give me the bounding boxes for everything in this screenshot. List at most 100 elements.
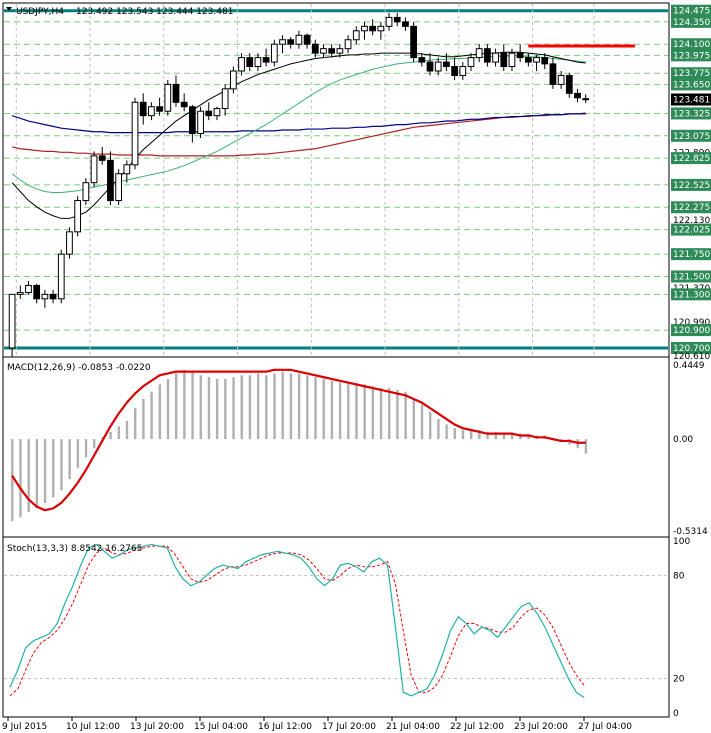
candle-body	[393, 16, 401, 23]
candle	[500, 44, 508, 72]
stoch-tick-label: 20	[673, 675, 685, 685]
candle-body	[377, 25, 385, 32]
price-tick: 122.025	[671, 223, 711, 236]
price-tick-label: 123.650	[673, 80, 710, 90]
dropdown-arrow-icon[interactable]	[6, 7, 12, 11]
candle	[549, 57, 557, 89]
candle-body	[107, 159, 114, 202]
candle	[164, 79, 172, 116]
candle-body	[508, 52, 516, 68]
price-tick-label: 122.275	[673, 203, 710, 213]
candle	[107, 151, 114, 206]
candle-body	[262, 57, 270, 63]
candle	[361, 21, 368, 40]
candle	[410, 21, 417, 63]
time-tick-label: 27 Jul 04:00	[578, 722, 632, 732]
candle-body	[131, 101, 139, 166]
macd-label: MACD(12,26,9) -0.0853 -0.0220	[7, 363, 151, 373]
candle	[451, 57, 458, 80]
price-tick-label: 121.500	[673, 272, 710, 282]
candle-body	[180, 101, 188, 108]
ma-slow-red-line	[11, 112, 586, 157]
macd-panel: 0.4449 0.00 -0.5314	[11, 361, 708, 537]
candle	[57, 249, 65, 304]
price-tick: 124.475	[671, 4, 711, 17]
level-tag	[671, 129, 711, 142]
level-tag	[671, 270, 711, 283]
price-tick-label: 123.975	[673, 51, 710, 61]
price-tick: 124.350	[671, 15, 711, 28]
candle	[475, 44, 483, 63]
candle-body	[213, 108, 221, 117]
price-tick-label: 121.750	[673, 250, 710, 260]
price-tick: 120.610	[673, 352, 710, 362]
macd-histogram-bar	[199, 375, 202, 440]
stoch-tick-label: 0	[673, 709, 679, 719]
time-tick-label: 22 Jul 12:00	[450, 722, 504, 732]
macd-histogram-bar	[174, 373, 178, 440]
level-tag	[671, 248, 711, 261]
candle-body	[98, 155, 106, 161]
candle-body	[156, 106, 163, 112]
macd-histogram-bar	[404, 391, 407, 440]
candle	[565, 72, 573, 98]
candle-body	[402, 21, 409, 27]
price-tick-label: 122.130	[673, 216, 710, 226]
candle	[49, 289, 57, 304]
price-tick: 122.130	[673, 216, 710, 226]
current-price-tag	[671, 93, 711, 106]
time-axis: 9 Jul 2015 10 Jul 12:00 13 Jul 20:00 15 Jul…	[2, 717, 632, 732]
candle	[8, 293, 16, 357]
price-tick-label: 124.475	[673, 7, 710, 17]
macd-histogram-bar	[453, 428, 456, 440]
candle	[74, 196, 82, 237]
ma-slow-blue-line	[11, 113, 586, 134]
macd-histogram-bar	[502, 433, 506, 440]
level-tag	[671, 38, 711, 51]
level-tag	[671, 67, 711, 80]
candle	[385, 12, 393, 31]
candle	[369, 19, 377, 36]
candle	[90, 151, 98, 188]
candle	[180, 93, 188, 112]
level-tag	[671, 49, 711, 62]
level-tag	[671, 152, 711, 165]
candle-body	[533, 57, 540, 63]
price-tick-label: 120.990	[673, 318, 710, 328]
macd-histogram-bar	[43, 439, 47, 503]
price-tick-label: 123.775	[673, 69, 710, 79]
macd-histogram-bar	[76, 439, 80, 469]
candle	[172, 75, 180, 107]
price-tick: 123.650	[671, 78, 711, 91]
candle-body	[205, 110, 213, 117]
price-tick-label: 123.325	[673, 109, 710, 119]
candle	[303, 33, 311, 49]
candle-body	[279, 39, 286, 45]
macd-histogram-bar	[19, 439, 22, 518]
ohlc-label: 123.492 123.543 123.444 123.481	[76, 7, 233, 17]
macd-histogram-bar	[396, 389, 399, 440]
candle-body	[115, 173, 122, 202]
macd-histogram-bar	[429, 411, 432, 440]
candles	[8, 12, 590, 357]
candle-body	[41, 293, 49, 300]
macd-histogram-bar	[248, 375, 252, 440]
candle-body	[549, 63, 557, 85]
candle-body	[582, 98, 590, 101]
candle	[467, 53, 475, 72]
candle-body	[229, 70, 237, 90]
candle-body	[221, 88, 229, 110]
candle-body	[418, 57, 426, 63]
macd-histogram-bar	[158, 384, 161, 440]
candle-body	[434, 61, 442, 72]
candle-body	[524, 57, 532, 63]
candle-body	[484, 48, 491, 63]
macd-histogram-bar	[273, 373, 276, 440]
macd-histogram-bar	[101, 437, 104, 440]
stoch-panel-frame	[2, 536, 670, 718]
candle-body	[172, 83, 180, 103]
candle	[443, 53, 450, 72]
macd-histogram-bar	[412, 399, 416, 440]
candle-body	[336, 48, 344, 54]
candle	[123, 160, 131, 183]
